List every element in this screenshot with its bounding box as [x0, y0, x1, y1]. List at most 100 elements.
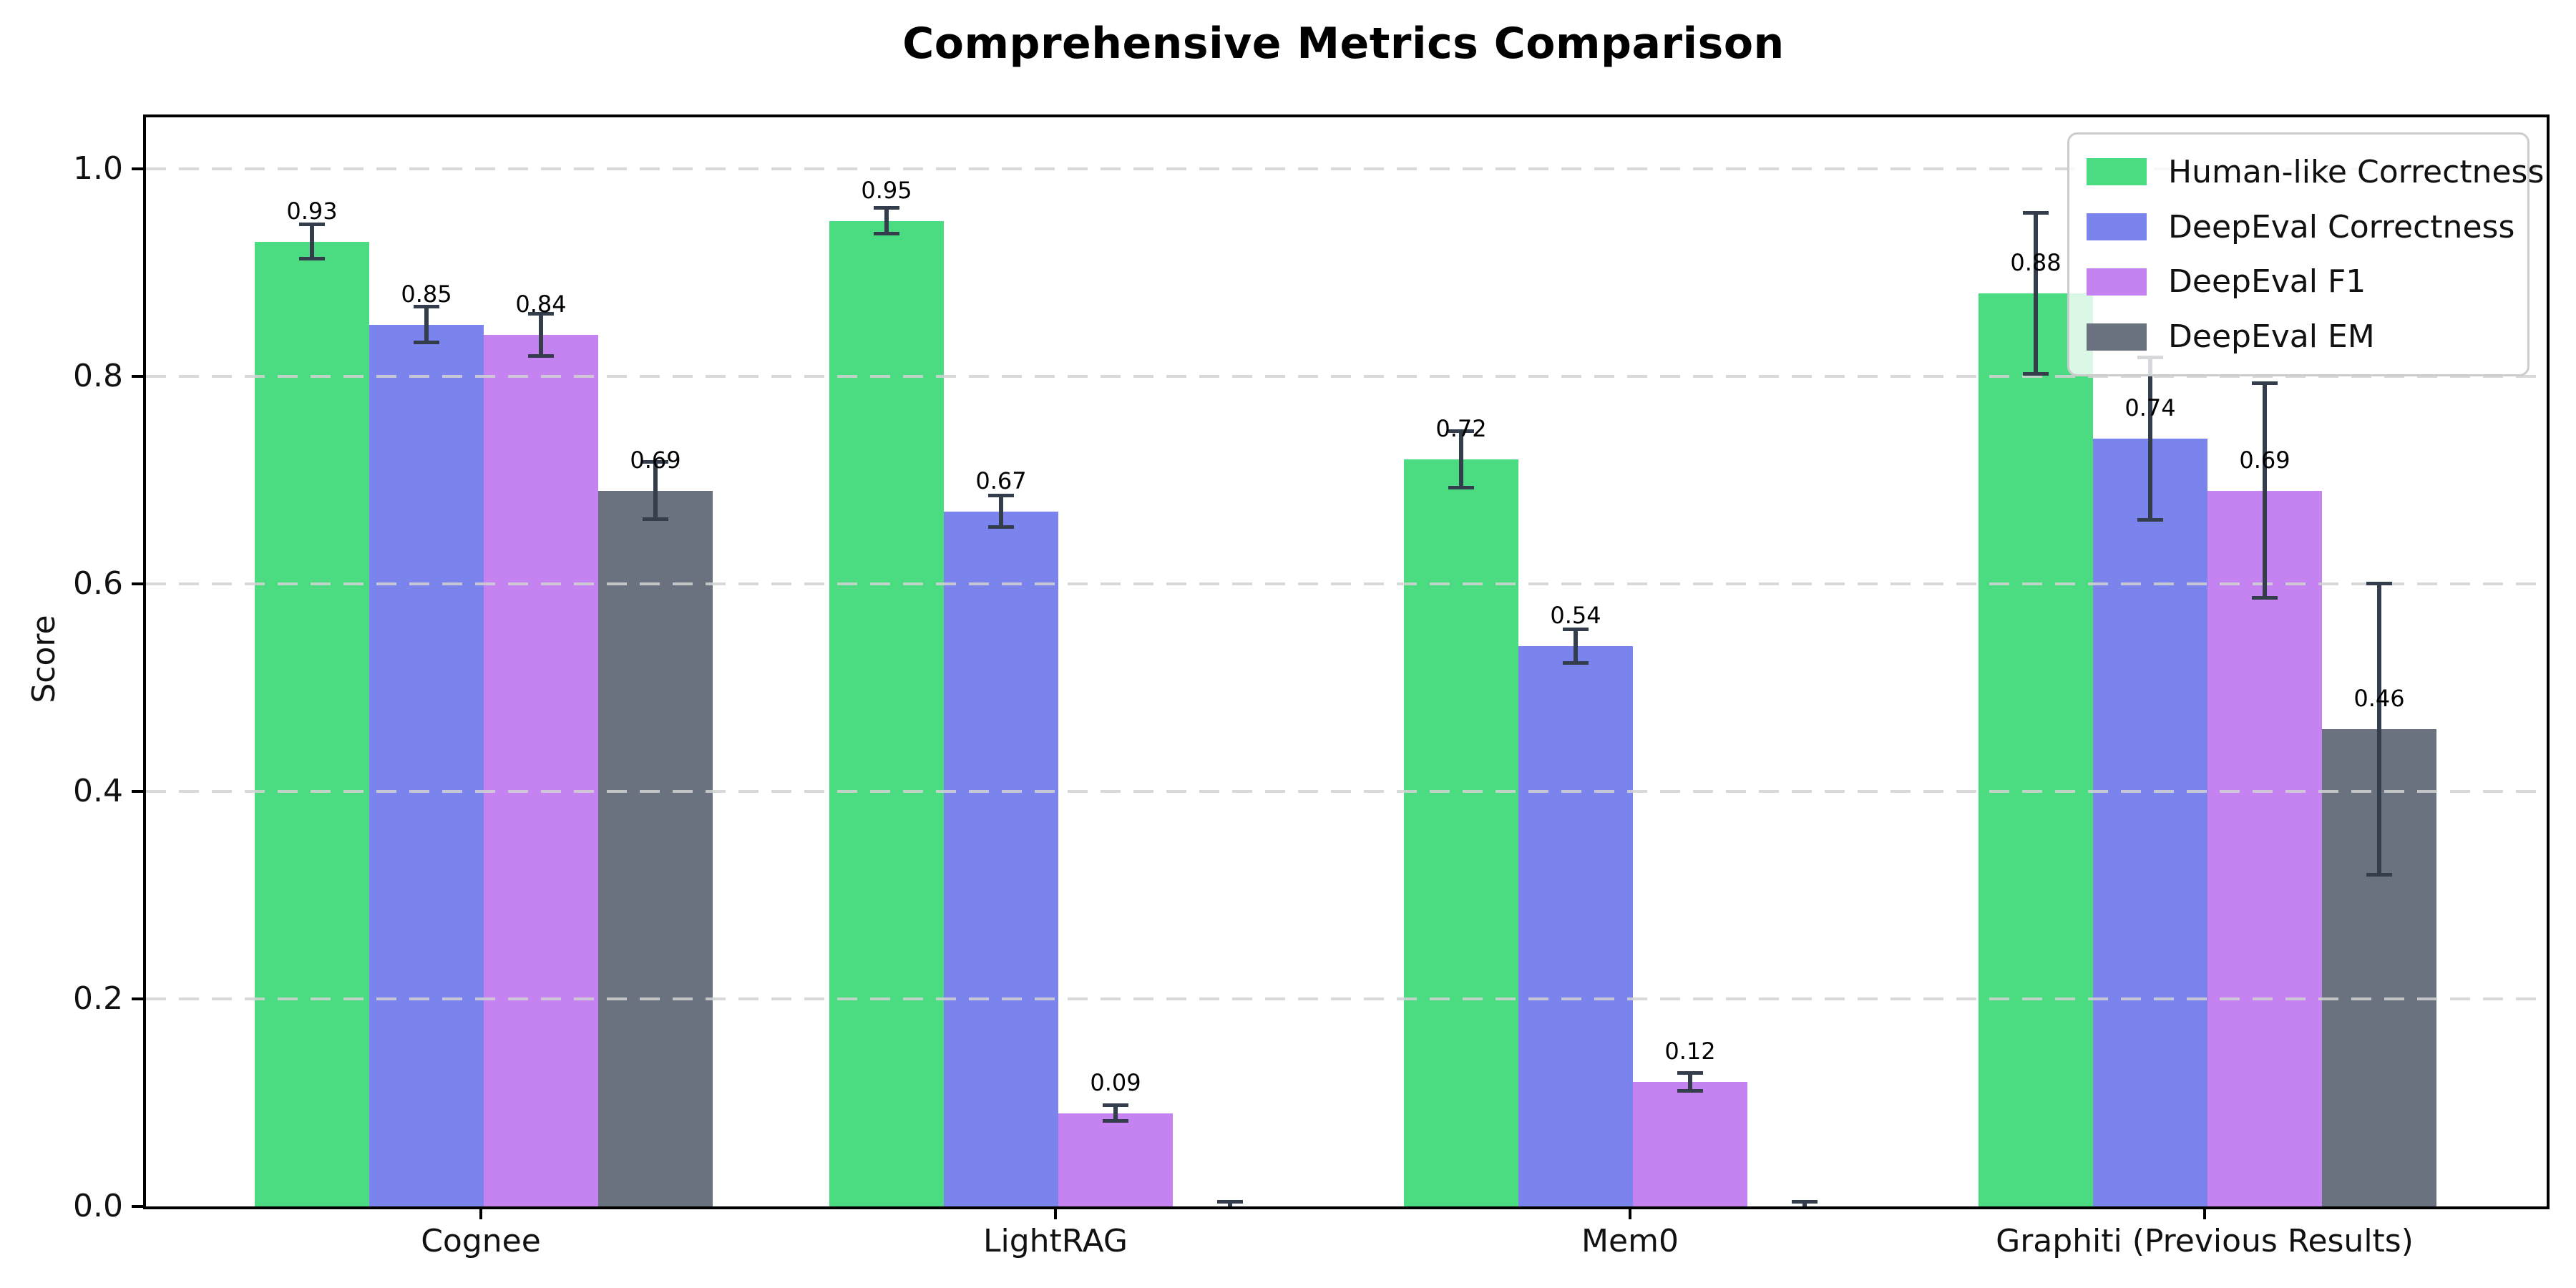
error-bar-cap: [2137, 518, 2163, 522]
error-bar: [1113, 1106, 1118, 1121]
error-bar-cap: [874, 206, 899, 210]
x-tick-label: Graphiti (Previous Results): [1996, 1223, 2414, 1259]
error-bar: [884, 208, 889, 233]
error-bar: [310, 225, 314, 258]
error-bar-cap: [2252, 595, 2278, 600]
y-tick-label: 0.8: [73, 358, 123, 394]
error-bar-cap: [299, 256, 325, 260]
error-bar: [999, 495, 1003, 527]
bar-value-label: 0.09: [1090, 1068, 1141, 1096]
error-bar: [653, 462, 658, 519]
bar-value-label: 0.93: [286, 197, 338, 225]
error-bar-cap: [414, 304, 439, 308]
error-bar-cap: [1677, 1088, 1703, 1093]
legend-swatch: [2087, 323, 2147, 351]
error-bar-cap: [2252, 381, 2278, 386]
error-bar-cap: [874, 231, 899, 235]
bar: [484, 335, 598, 1206]
error-bar-cap: [1217, 1200, 1243, 1204]
y-tick: [132, 167, 143, 170]
legend-item: DeepEval EM: [2087, 318, 2510, 355]
error-bar-cap: [643, 460, 668, 464]
error-bar-cap: [2366, 873, 2392, 877]
error-bar: [1228, 1202, 1232, 1206]
error-bar-cap: [1792, 1200, 1818, 1204]
error-bar-cap: [2023, 371, 2049, 376]
error-bar-cap: [414, 341, 439, 345]
error-bar-cap: [528, 312, 554, 316]
gridline: [146, 582, 2547, 585]
gridline: [146, 167, 2547, 170]
bar: [1518, 646, 1633, 1206]
error-bar-cap: [2023, 211, 2049, 215]
error-bar: [424, 306, 429, 343]
y-tick: [132, 582, 143, 585]
error-bar: [1574, 629, 1578, 663]
bar: [1979, 293, 2093, 1206]
bar-value-label: 0.69: [2239, 446, 2290, 474]
x-tick: [1629, 1206, 1631, 1219]
y-tick-label: 1.0: [73, 150, 123, 187]
legend-swatch: [2087, 213, 2147, 241]
bar-value-label: 0.88: [2010, 249, 2062, 277]
bar: [2093, 439, 2207, 1206]
error-bar: [1802, 1202, 1807, 1206]
legend: Human-like Correctness DeepEval Correctne…: [2067, 132, 2544, 376]
bar-value-label: 0.72: [1435, 415, 1487, 443]
error-bar: [2377, 584, 2381, 874]
error-bar-cap: [1103, 1103, 1128, 1108]
y-tick-label: 0.4: [73, 773, 123, 809]
y-tick-label: 0.0: [73, 1188, 123, 1224]
gridline: [146, 997, 2547, 1000]
error-bar-cap: [1563, 661, 1589, 665]
error-bar-cap: [1448, 429, 1474, 433]
bar-value-label: 0.74: [2124, 394, 2176, 422]
error-bar-cap: [1563, 627, 1589, 631]
bar: [255, 241, 369, 1206]
x-tick: [2203, 1206, 2206, 1219]
bar-value-label: 0.84: [515, 291, 567, 318]
bar: [944, 511, 1058, 1206]
y-tick-label: 0.6: [73, 565, 123, 602]
x-tick: [479, 1206, 482, 1219]
error-bar: [1688, 1073, 1692, 1091]
bar: [1404, 459, 1518, 1206]
bar-value-label: 0.85: [401, 280, 452, 308]
bar: [598, 490, 713, 1206]
bar-value-label: 0.67: [975, 467, 1027, 494]
legend-label: DeepEval EM: [2168, 318, 2375, 356]
bar-value-label: 0.54: [1550, 602, 1601, 630]
legend-item: DeepEval Correctness: [2087, 209, 2514, 245]
error-bar: [2034, 213, 2038, 374]
y-tick-label: 0.2: [73, 980, 123, 1017]
error-bar-cap: [1677, 1071, 1703, 1075]
error-bar-cap: [1448, 486, 1474, 490]
x-tick: [1054, 1206, 1057, 1219]
gridline: [146, 790, 2547, 793]
x-tick-label: LightRAG: [982, 1223, 1128, 1259]
error-bar-cap: [988, 525, 1014, 530]
y-tick: [132, 997, 143, 1000]
error-bar: [539, 314, 543, 356]
error-bar-cap: [2366, 582, 2392, 585]
legend-label: DeepEval Correctness: [2168, 208, 2515, 245]
legend-swatch: [2087, 268, 2147, 296]
error-bar: [2148, 357, 2152, 520]
bar: [1058, 1113, 1173, 1206]
bar: [2207, 490, 2322, 1206]
legend-item: Human-like Correctness: [2087, 154, 2544, 190]
error-bar: [2263, 384, 2267, 597]
bar-value-label: 0.46: [2353, 685, 2405, 713]
bar: [369, 324, 484, 1206]
y-tick: [132, 790, 143, 793]
error-bar-cap: [299, 223, 325, 227]
legend-swatch: [2087, 158, 2147, 186]
error-bar-cap: [528, 354, 554, 358]
bar: [1633, 1082, 1747, 1206]
bar-value-label: 0.69: [630, 446, 681, 474]
y-tick: [132, 375, 143, 378]
bar-value-label: 0.12: [1664, 1038, 1716, 1065]
bar-value-label: 0.95: [861, 176, 912, 204]
legend-item: DeepEval F1: [2087, 263, 2510, 300]
